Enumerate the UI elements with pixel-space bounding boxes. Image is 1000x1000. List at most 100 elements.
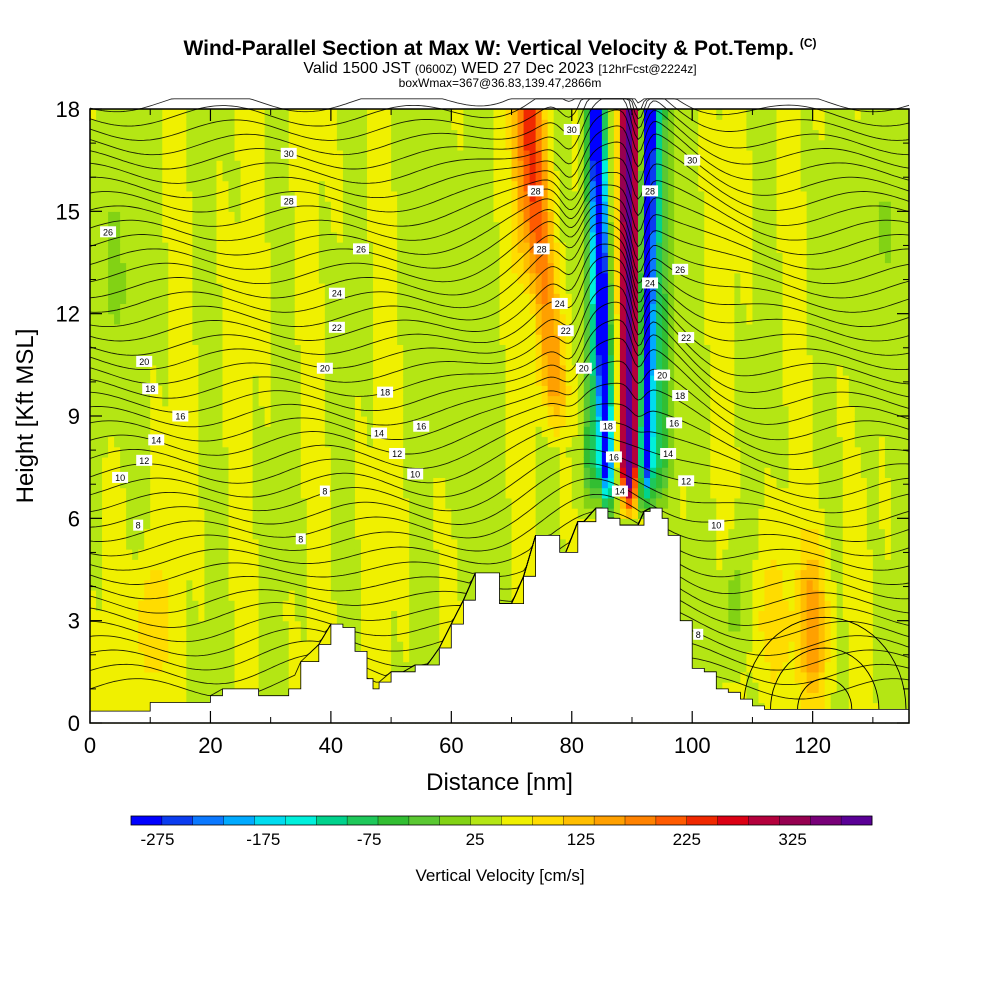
field-cell: [264, 211, 272, 223]
field-cell: [571, 221, 579, 233]
field-cell: [252, 395, 260, 407]
field-cell: [318, 344, 326, 356]
field-cell: [385, 538, 392, 550]
field-cell: [192, 671, 199, 683]
field-cell: [270, 293, 278, 305]
field-cell: [439, 313, 446, 325]
field-cell: [391, 344, 398, 356]
field-cell: [162, 313, 169, 325]
field-cell: [114, 630, 121, 642]
field-cell: [535, 272, 543, 284]
field-cell: [198, 231, 206, 243]
field-cell: [421, 170, 428, 182]
field-cell: [180, 334, 187, 345]
field-cell: [342, 559, 350, 571]
field-cell: [108, 508, 115, 519]
field-cell: [493, 221, 501, 233]
field-cell: [565, 416, 573, 427]
field-cell: [373, 456, 380, 468]
field-cell: [409, 456, 416, 468]
field-cell: [168, 661, 175, 673]
field-cell: [90, 160, 97, 171]
field-cell: [583, 160, 591, 171]
field-cell: [403, 416, 410, 427]
field-cell: [499, 211, 507, 223]
field-cell: [318, 589, 326, 601]
field-cell: [559, 272, 567, 284]
field-cell: [96, 446, 103, 458]
field-cell: [168, 610, 175, 622]
field-cell: [96, 395, 103, 407]
field-cell: [234, 170, 242, 182]
field-cell: [403, 109, 410, 120]
field-cell: [571, 456, 579, 468]
field-cell: [379, 313, 386, 325]
field-cell: [421, 497, 428, 509]
field-cell: [445, 303, 452, 315]
field-cell: [415, 508, 422, 519]
field-cell: [487, 395, 495, 407]
field-cell: [391, 170, 398, 182]
field-cell: [174, 692, 181, 704]
field-cell: [198, 641, 206, 652]
field-cell: [306, 262, 314, 274]
field-cell: [529, 487, 537, 499]
field-cell: [348, 508, 356, 519]
field-cell: [102, 293, 109, 305]
field-cell: [318, 190, 326, 202]
field-cell: [204, 518, 212, 530]
field-cell: [499, 477, 507, 489]
field-cell: [439, 109, 446, 120]
field-cell: [186, 282, 193, 294]
field-cell: [583, 344, 591, 356]
field-cell: [348, 620, 356, 632]
field-cell: [421, 323, 428, 335]
field-cell: [385, 364, 392, 376]
field-cell: [180, 426, 187, 438]
field-cell: [288, 620, 296, 632]
field-cell: [457, 180, 464, 192]
field-cell: [126, 272, 133, 284]
field-cell: [553, 477, 561, 489]
field-cell: [192, 661, 199, 673]
field-cell: [415, 323, 422, 335]
field-cell: [439, 221, 446, 233]
field-cell: [240, 385, 248, 397]
field-cell: [246, 620, 254, 632]
field-cell: [132, 559, 139, 571]
field-cell: [234, 487, 242, 499]
field-cell: [162, 323, 169, 335]
field-cell: [571, 109, 579, 120]
field-cell: [403, 620, 410, 632]
field-cell: [180, 149, 187, 161]
field-cell: [415, 180, 422, 192]
field-cell: [180, 354, 187, 366]
field-cell: [571, 518, 579, 530]
field-cell: [228, 170, 236, 182]
field-cell: [457, 119, 464, 131]
field-cell: [367, 170, 374, 182]
field-cell: [144, 170, 151, 182]
field-cell: [168, 303, 175, 315]
field-cell: [192, 610, 199, 622]
field-cell: [565, 109, 573, 120]
field-cell: [126, 446, 133, 458]
field-cell: [427, 211, 434, 223]
field-cell: [391, 569, 398, 581]
field-cell: [318, 518, 326, 530]
field-cell: [114, 201, 121, 212]
field-cell: [306, 385, 314, 397]
field-cell: [324, 334, 332, 345]
field-cell: [318, 385, 326, 397]
field-cell: [102, 426, 109, 438]
field-cell: [174, 149, 181, 161]
field-cell: [180, 610, 187, 622]
valid-time-line: Valid 1500 JST (0600Z) WED 27 Dec 2023 […: [0, 60, 1000, 78]
field-cell: [108, 497, 115, 509]
field-cell: [144, 334, 151, 345]
field-cell: [222, 559, 230, 571]
field-cell: [529, 201, 537, 212]
field-cell: [120, 651, 127, 663]
field-cell: [547, 262, 555, 274]
field-cell: [102, 395, 109, 407]
